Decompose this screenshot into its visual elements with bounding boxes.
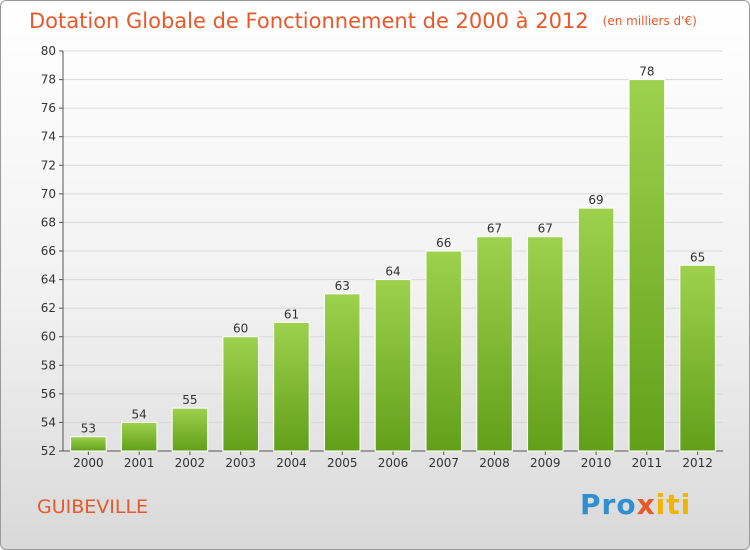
data-label: 67 — [487, 222, 502, 236]
y-tick-label: 80 — [41, 44, 56, 58]
y-tick-label: 64 — [41, 273, 56, 287]
bar — [577, 207, 615, 452]
y-tick-label: 76 — [41, 101, 56, 115]
x-tick-label: 2006 — [378, 456, 409, 470]
y-tick-label: 56 — [41, 387, 56, 401]
data-label: 69 — [588, 193, 603, 207]
proxiti-logo: Proxiti — [580, 488, 691, 521]
bar — [273, 321, 310, 452]
y-tick-label: 74 — [41, 130, 56, 144]
x-tick-label: 2004 — [276, 456, 307, 470]
data-label: 78 — [639, 65, 654, 79]
title-unit: (en milliers d'€) — [602, 14, 697, 28]
data-label: 54 — [132, 407, 147, 421]
bar — [120, 421, 158, 452]
data-label: 64 — [385, 265, 400, 279]
data-label: 63 — [335, 279, 350, 293]
bars — [70, 79, 716, 452]
data-label: 67 — [538, 222, 553, 236]
chart-title: Dotation Globale de Fonctionnement de 20… — [29, 9, 697, 33]
data-label: 53 — [81, 422, 96, 436]
bar — [476, 236, 513, 452]
x-tick-label: 2012 — [682, 456, 713, 470]
logo-part-2: iti — [655, 488, 692, 521]
x-tick-label: 2005 — [327, 456, 358, 470]
data-label: 55 — [182, 393, 197, 407]
value-labels: 53 54 55 60 61 63 64 66 67 67 69 78 65 — [81, 65, 706, 436]
data-label: 60 — [233, 322, 248, 336]
x-tick-label: 2000 — [73, 456, 104, 470]
data-label: 66 — [436, 236, 451, 250]
data-label: 61 — [284, 307, 299, 321]
bar — [374, 279, 412, 452]
logo-part-1: Pro — [580, 488, 637, 521]
y-tick-label: 72 — [41, 158, 56, 172]
y-tick-label: 78 — [41, 73, 56, 87]
x-tick-label: 2008 — [479, 456, 510, 470]
bar — [628, 79, 666, 452]
x-tick-label: 2003 — [225, 456, 256, 470]
x-tick-label: 2009 — [530, 456, 561, 470]
y-tick-label: 66 — [41, 244, 56, 258]
x-tick-label: 2010 — [581, 456, 612, 470]
y-tick-label: 54 — [41, 415, 56, 429]
x-tick-label: 2001 — [124, 456, 155, 470]
y-tick-label: 52 — [41, 444, 56, 458]
x-tick-label: 2007 — [428, 456, 459, 470]
bar — [425, 250, 463, 452]
bar — [171, 407, 209, 452]
y-tick-label: 60 — [41, 330, 56, 344]
x-tick-label: 2002 — [175, 456, 206, 470]
bar — [70, 436, 107, 452]
commune-name: GUIBEVILLE — [37, 496, 149, 518]
logo-part-x: x — [636, 488, 656, 521]
x-tick-label: 2011 — [632, 456, 663, 470]
bar — [527, 236, 564, 452]
bar — [222, 336, 259, 452]
title-text: Dotation Globale de Fonctionnement de 20… — [29, 9, 589, 33]
y-tick-label: 68 — [41, 215, 56, 229]
y-tick-label: 62 — [41, 301, 56, 315]
data-label: 65 — [690, 250, 705, 264]
bar — [679, 264, 716, 452]
bar — [323, 293, 361, 452]
y-tick-label: 58 — [41, 358, 56, 372]
y-tick-label: 70 — [41, 187, 56, 201]
